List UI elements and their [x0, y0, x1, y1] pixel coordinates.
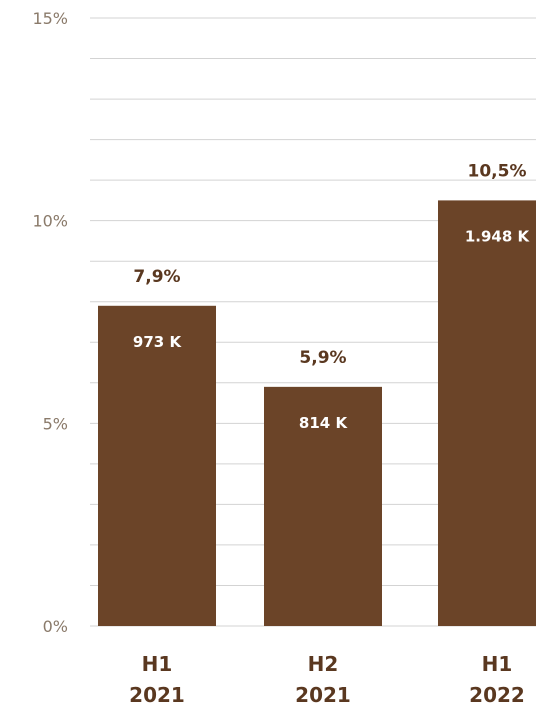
x-axis-category-labels: H1 2021 H2 2021 H1 2022: [129, 652, 525, 707]
bar-value-label: 5,9%: [299, 348, 346, 368]
bar: [264, 386, 382, 626]
y-tick-label: 5%: [43, 414, 68, 433]
x-category-label: 2021: [295, 683, 351, 707]
y-tick-label: 0%: [43, 617, 68, 636]
bar-count-label: 973 K: [133, 333, 183, 351]
bar-value-label: 7,9%: [133, 267, 180, 287]
bar: [438, 200, 536, 626]
bar-count-label: 814 K: [299, 414, 349, 432]
data-labels: 7,9% 973 K 5,9% 814 K 10,5% 1.948 K: [133, 161, 531, 431]
x-category-label: H1: [142, 652, 173, 676]
x-category-label: 2021: [129, 683, 185, 707]
bar-count-label: 1.948 K: [465, 227, 531, 245]
y-axis-tick-labels: 0% 5% 10% 15%: [32, 9, 68, 636]
y-tick-label: 10%: [32, 212, 68, 231]
x-category-label: 2022: [469, 683, 525, 707]
bar: [98, 305, 216, 626]
x-category-label: H1: [482, 652, 513, 676]
x-category-label: H2: [308, 652, 339, 676]
bar-value-label: 10,5%: [468, 161, 527, 181]
bars: [98, 200, 536, 626]
y-tick-label: 15%: [32, 9, 68, 28]
